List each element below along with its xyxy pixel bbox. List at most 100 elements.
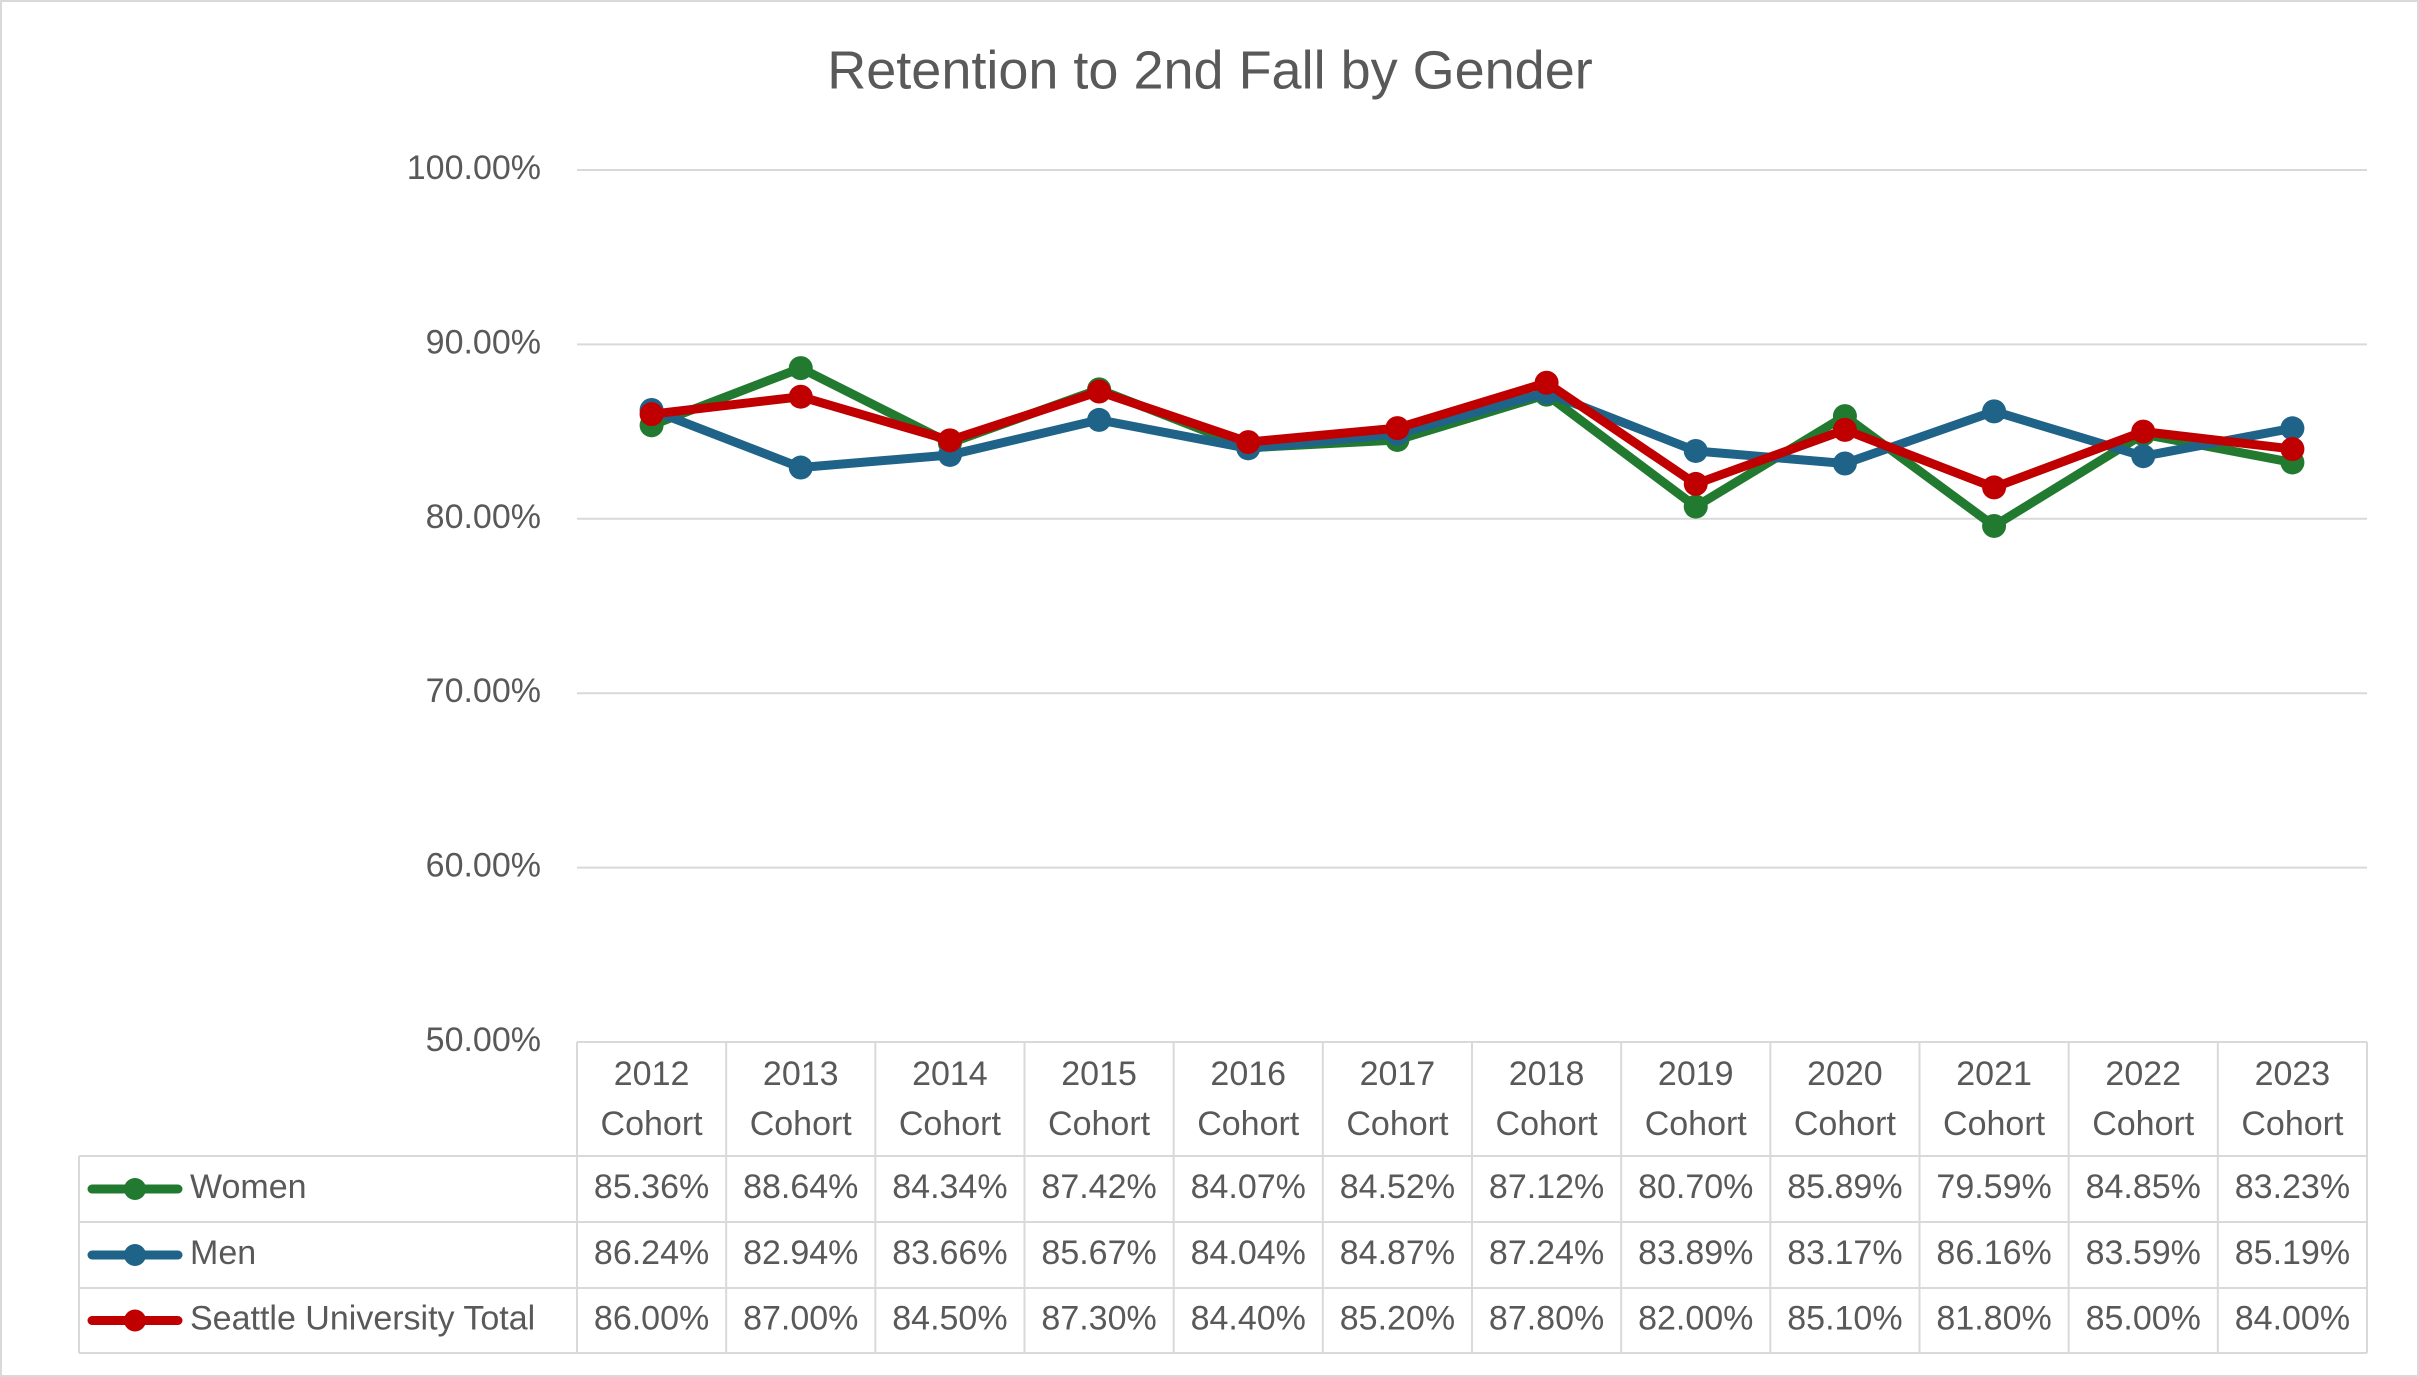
data-point bbox=[1832, 417, 1857, 442]
x-tick-label: 2014 Cohort bbox=[898, 1055, 1001, 1143]
data-label: 82.94% bbox=[743, 1234, 858, 1272]
data-label: 85.89% bbox=[1787, 1168, 1902, 1206]
data-label: 83.23% bbox=[2235, 1168, 2350, 1206]
y-tick-label: 90.00% bbox=[426, 323, 541, 361]
series-line bbox=[651, 378, 2293, 492]
data-label: 87.24% bbox=[1489, 1234, 1604, 1272]
data-label: 86.00% bbox=[594, 1299, 709, 1337]
data-label: 87.42% bbox=[1041, 1168, 1156, 1206]
data-point bbox=[1087, 379, 1112, 404]
y-tick-label: 80.00% bbox=[426, 498, 541, 536]
x-tick-label-box: 2023 Cohort bbox=[2241, 1055, 2344, 1143]
data-point bbox=[2131, 444, 2156, 469]
legend-key bbox=[124, 1178, 146, 1200]
data-label: 79.59% bbox=[1936, 1168, 2051, 1206]
x-tick-label-box: 2015 Cohort bbox=[1048, 1055, 1151, 1143]
data-point bbox=[639, 402, 664, 427]
x-tick-label-box: 2017 Cohort bbox=[1346, 1055, 1449, 1143]
chart-title: Retention to 2nd Fall by Gender bbox=[827, 40, 1592, 100]
data-point bbox=[1534, 370, 1559, 395]
x-tick-label: 2015 Cohort bbox=[1048, 1055, 1151, 1143]
x-tick-label-box: 2012 Cohort bbox=[600, 1055, 703, 1143]
data-label: 87.80% bbox=[1489, 1299, 1604, 1337]
data-point bbox=[1683, 438, 1708, 463]
x-tick-label: 2022 Cohort bbox=[2092, 1055, 2195, 1143]
data-point bbox=[2280, 416, 2305, 441]
x-tick-label-box: 2020 Cohort bbox=[1793, 1055, 1896, 1143]
data-label: 87.00% bbox=[743, 1299, 858, 1337]
x-tick-label: 2013 Cohort bbox=[749, 1055, 852, 1143]
data-label: 87.12% bbox=[1489, 1168, 1604, 1206]
x-tick-label-box: 2013 Cohort bbox=[749, 1055, 852, 1143]
data-label: 84.40% bbox=[1191, 1299, 1306, 1337]
data-point bbox=[1982, 399, 2007, 424]
legend-key bbox=[124, 1309, 146, 1332]
x-tick-label-box: 2018 Cohort bbox=[1495, 1055, 1598, 1143]
y-tick-label: 50.00% bbox=[426, 1021, 541, 1059]
legend-key bbox=[124, 1244, 146, 1266]
data-point bbox=[1236, 430, 1261, 455]
x-tick-label: 2019 Cohort bbox=[1644, 1055, 1747, 1143]
data-point bbox=[2280, 437, 2305, 462]
data-label: 84.04% bbox=[1191, 1234, 1306, 1272]
data-label: 88.64% bbox=[743, 1168, 858, 1206]
data-label: 84.50% bbox=[892, 1299, 1007, 1337]
x-tick-label: 2016 Cohort bbox=[1197, 1055, 1300, 1143]
data-label: 84.34% bbox=[892, 1168, 1007, 1206]
data-table: 2012 Cohort 2013 Cohort 2014 Cohort 2015 Co… bbox=[78, 1042, 2368, 1354]
data-point bbox=[1087, 407, 1112, 432]
data-label: 87.30% bbox=[1041, 1299, 1156, 1337]
y-tick-label: 60.00% bbox=[426, 847, 541, 885]
x-tick-label-box: 2021 Cohort bbox=[1943, 1055, 2046, 1143]
x-tick-label-box: 2019 Cohort bbox=[1644, 1055, 1747, 1143]
x-tick-label: 2020 Cohort bbox=[1793, 1055, 1896, 1143]
data-label: 85.10% bbox=[1787, 1299, 1902, 1337]
x-tick-label-box: 2016 Cohort bbox=[1197, 1055, 1300, 1143]
x-tick-label: 2021 Cohort bbox=[1943, 1055, 2046, 1143]
legend-label: Men bbox=[190, 1234, 256, 1272]
data-label: 84.87% bbox=[1340, 1234, 1455, 1272]
data-label: 84.07% bbox=[1191, 1168, 1306, 1206]
y-tick-label: 100.00% bbox=[407, 149, 541, 187]
legend-label: Seattle University Total bbox=[190, 1299, 535, 1337]
x-tick-label: 2018 Cohort bbox=[1495, 1055, 1598, 1143]
data-point bbox=[1832, 451, 1857, 476]
data-label: 83.59% bbox=[2086, 1234, 2201, 1272]
grid: 50.00% 60.00% 70.00% 80.00% 90.00% 100.00% bbox=[407, 149, 2367, 1059]
legend-label: Women bbox=[190, 1168, 307, 1206]
x-tick-label-box: 2014 Cohort bbox=[898, 1055, 1001, 1143]
x-tick-label: 2023 Cohort bbox=[2241, 1055, 2344, 1143]
data-label: 83.66% bbox=[892, 1234, 1007, 1272]
data-point bbox=[788, 455, 813, 480]
plot bbox=[639, 356, 2305, 538]
x-tick-label: 2017 Cohort bbox=[1346, 1055, 1449, 1143]
data-label: 84.00% bbox=[2235, 1299, 2350, 1337]
data-point bbox=[1982, 513, 2007, 538]
series-line bbox=[649, 388, 2294, 473]
y-tick-label: 70.00% bbox=[426, 672, 541, 710]
data-label: 83.17% bbox=[1787, 1234, 1902, 1272]
data-point bbox=[788, 356, 813, 381]
data-label: 84.52% bbox=[1340, 1168, 1455, 1206]
data-point bbox=[1982, 475, 2007, 500]
data-point bbox=[1683, 494, 1708, 519]
data-point bbox=[2131, 419, 2156, 444]
data-label: 85.00% bbox=[2086, 1299, 2201, 1337]
data-label: 84.85% bbox=[2086, 1168, 2201, 1206]
data-label: 83.89% bbox=[1638, 1234, 1753, 1272]
data-label: 85.19% bbox=[2235, 1234, 2350, 1272]
data-label: 86.16% bbox=[1936, 1234, 2051, 1272]
data-point bbox=[937, 428, 962, 453]
x-tick-label-box: 2022 Cohort bbox=[2092, 1055, 2195, 1143]
data-label: 85.67% bbox=[1041, 1234, 1156, 1272]
data-label: 80.70% bbox=[1638, 1168, 1753, 1206]
x-tick-label: 2012 Cohort bbox=[600, 1055, 703, 1143]
data-point bbox=[788, 384, 813, 409]
data-label: 82.00% bbox=[1638, 1299, 1753, 1337]
data-label: 85.36% bbox=[594, 1168, 709, 1206]
data-point bbox=[1683, 471, 1708, 496]
data-label: 81.80% bbox=[1936, 1299, 2051, 1337]
data-point bbox=[1385, 416, 1410, 441]
